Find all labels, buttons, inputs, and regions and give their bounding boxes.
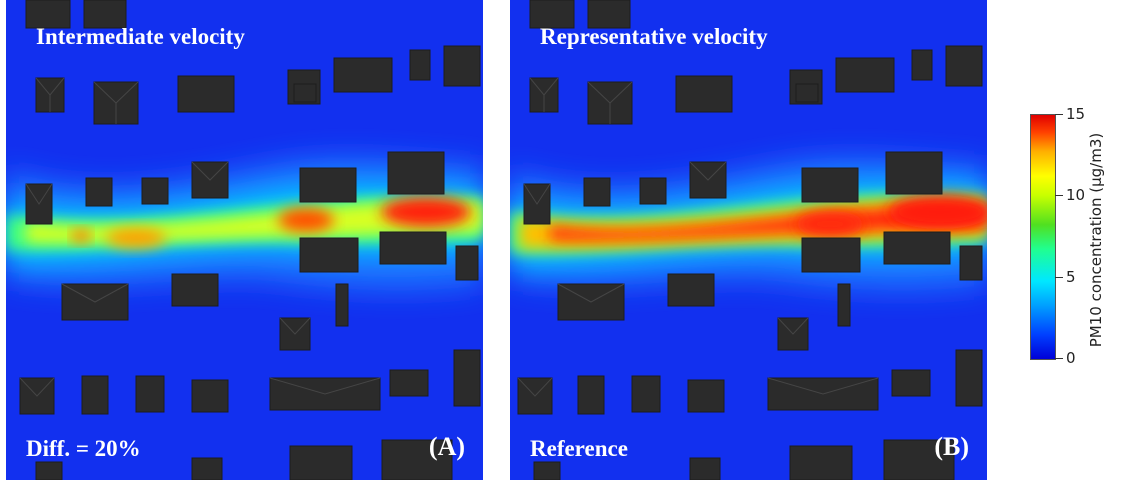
panel-b-title: Representative velocity [540, 24, 768, 49]
plume-b [510, 157, 987, 291]
colorbar-tick-5 [1055, 277, 1063, 278]
colorbar-tick-label-0: 0 [1066, 349, 1076, 367]
colorbar-tick-0 [1055, 358, 1063, 359]
colorbar-tick-label-5: 5 [1066, 268, 1076, 286]
colorbar-tick-label-10: 10 [1066, 186, 1086, 204]
colorbar-tick-15 [1055, 114, 1063, 115]
colorbar-gradient [1030, 114, 1056, 360]
plume-a [6, 157, 483, 291]
panel-b-representative-velocity: Representative velocity Reference (B) [510, 0, 987, 480]
concentration-map-a [6, 0, 483, 480]
panel-a-title: Intermediate velocity [36, 24, 245, 49]
colorbar-tick-label-15: 15 [1066, 105, 1086, 123]
panel-b-tag: (B) [934, 432, 969, 461]
concentration-map-b [510, 0, 987, 480]
panel-a-tag: (A) [428, 432, 465, 461]
colorbar-tick-10 [1055, 195, 1063, 196]
buildings-a [19, 0, 481, 480]
colorbar-legend: 15 10 5 0 PM10 concentration (µg/m3) [1030, 107, 1122, 374]
buildings-b [517, 0, 983, 480]
panel-a-intermediate-velocity: Intermediate velocity Diff. = 20% (A) [6, 0, 483, 480]
colorbar-title: PM10 concentration (µg/m3) [1087, 132, 1105, 348]
roof-lines-b [517, 77, 879, 397]
panel-b-reference-label: Reference [530, 436, 628, 461]
roof-lines-a [19, 77, 381, 397]
panel-a-difference-label: Diff. = 20% [26, 436, 141, 461]
